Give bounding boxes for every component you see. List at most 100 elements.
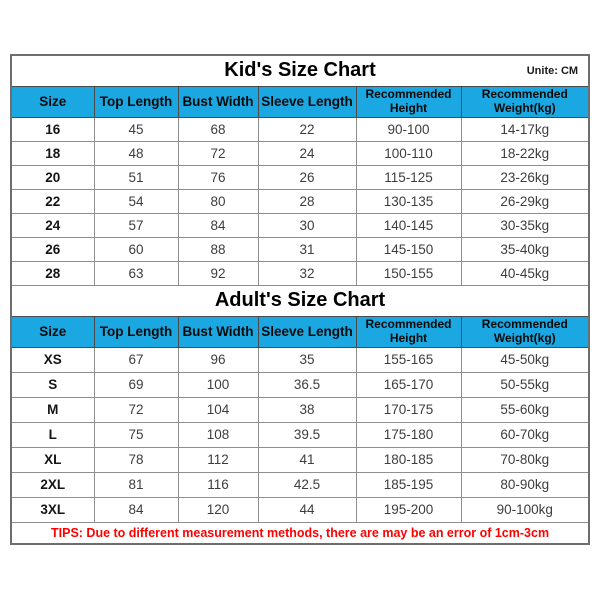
cell-sleeve-length: 41 — [257, 446, 357, 473]
cell-recommended-weight: 80-90kg — [460, 471, 590, 498]
cell-size: 2XL — [10, 471, 95, 498]
cell-size: 18 — [10, 140, 95, 166]
kid-chart-title-row: Kid's Size Chart Unite: CM — [10, 54, 590, 87]
unit-label: Unite: CM — [526, 64, 579, 77]
table-row: 22 54 80 28 130-135 26-29kg — [10, 188, 590, 214]
table-row: L 75 108 39.5 175-180 60-70kg — [10, 421, 590, 448]
cell-recommended-height: 115-125 — [355, 164, 462, 190]
cell-sleeve-length: 42.5 — [257, 471, 357, 498]
cell-bust-width: 116 — [177, 471, 259, 498]
kid-header-row: Size Top Length Bust Width Sleeve Length… — [10, 85, 590, 118]
cell-recommended-weight: 70-80kg — [460, 446, 590, 473]
cell-top-length: 60 — [93, 236, 179, 262]
cell-top-length: 69 — [93, 371, 179, 398]
cell-bust-width: 68 — [177, 116, 259, 142]
cell-bust-width: 84 — [177, 212, 259, 238]
adult-chart-title-cell: Adult's Size Chart — [10, 284, 590, 317]
cell-size: 24 — [10, 212, 95, 238]
cell-bust-width: 108 — [177, 421, 259, 448]
tips-note: TIPS: Due to different measurement metho… — [10, 521, 590, 545]
kid-chart-title-cell: Kid's Size Chart Unite: CM — [10, 54, 590, 87]
table-row: XL 78 112 41 180-185 70-80kg — [10, 446, 590, 473]
table-row: XS 67 96 35 155-165 45-50kg — [10, 346, 590, 373]
cell-top-length: 48 — [93, 140, 179, 166]
cell-top-length: 45 — [93, 116, 179, 142]
cell-recommended-height: 140-145 — [355, 212, 462, 238]
tips-row: TIPS: Due to different measurement metho… — [10, 521, 590, 545]
cell-top-length: 57 — [93, 212, 179, 238]
cell-top-length: 67 — [93, 346, 179, 373]
cell-recommended-height: 185-195 — [355, 471, 462, 498]
header-recommended-weight: Recommended Weight(kg) — [460, 85, 590, 118]
cell-sleeve-length: 35 — [257, 346, 357, 373]
cell-sleeve-length: 26 — [257, 164, 357, 190]
cell-size: XS — [10, 346, 95, 373]
table-row: 2XL 81 116 42.5 185-195 80-90kg — [10, 471, 590, 498]
cell-sleeve-length: 38 — [257, 396, 357, 423]
adult-header-row: Size Top Length Bust Width Sleeve Length… — [10, 315, 590, 348]
header-sleeve-length: Sleeve Length — [257, 315, 357, 348]
cell-sleeve-length: 36.5 — [257, 371, 357, 398]
cell-recommended-height: 145-150 — [355, 236, 462, 262]
cell-top-length: 51 — [93, 164, 179, 190]
adult-chart-title-row: Adult's Size Chart — [10, 284, 590, 317]
header-bust-width: Bust Width — [177, 85, 259, 118]
cell-recommended-weight: 40-45kg — [460, 260, 590, 286]
cell-bust-width: 72 — [177, 140, 259, 166]
cell-recommended-weight: 35-40kg — [460, 236, 590, 262]
cell-recommended-weight: 60-70kg — [460, 421, 590, 448]
cell-bust-width: 120 — [177, 496, 259, 523]
table-row: 16 45 68 22 90-100 14-17kg — [10, 116, 590, 142]
cell-recommended-height: 175-180 — [355, 421, 462, 448]
header-recommended-weight: Recommended Weight(kg) — [460, 315, 590, 348]
cell-bust-width: 112 — [177, 446, 259, 473]
cell-recommended-height: 130-135 — [355, 188, 462, 214]
cell-top-length: 72 — [93, 396, 179, 423]
header-bust-width: Bust Width — [177, 315, 259, 348]
header-top-length: Top Length — [93, 315, 179, 348]
cell-size: 26 — [10, 236, 95, 262]
kid-chart-title: Kid's Size Chart — [224, 59, 376, 82]
cell-bust-width: 76 — [177, 164, 259, 190]
header-size: Size — [10, 315, 95, 348]
cell-top-length: 84 — [93, 496, 179, 523]
cell-sleeve-length: 30 — [257, 212, 357, 238]
header-recommended-height: Recommended Height — [355, 85, 462, 118]
table-row: 26 60 88 31 145-150 35-40kg — [10, 236, 590, 262]
cell-recommended-weight: 26-29kg — [460, 188, 590, 214]
cell-size: 28 — [10, 260, 95, 286]
cell-size: S — [10, 371, 95, 398]
cell-recommended-height: 180-185 — [355, 446, 462, 473]
cell-sleeve-length: 44 — [257, 496, 357, 523]
cell-sleeve-length: 22 — [257, 116, 357, 142]
cell-size: M — [10, 396, 95, 423]
cell-size: 16 — [10, 116, 95, 142]
cell-recommended-weight: 90-100kg — [460, 496, 590, 523]
cell-top-length: 75 — [93, 421, 179, 448]
cell-bust-width: 92 — [177, 260, 259, 286]
cell-top-length: 54 — [93, 188, 179, 214]
cell-recommended-weight: 23-26kg — [460, 164, 590, 190]
table-row: 20 51 76 26 115-125 23-26kg — [10, 164, 590, 190]
cell-recommended-weight: 50-55kg — [460, 371, 590, 398]
cell-top-length: 63 — [93, 260, 179, 286]
cell-recommended-height: 150-155 — [355, 260, 462, 286]
cell-sleeve-length: 31 — [257, 236, 357, 262]
cell-sleeve-length: 39.5 — [257, 421, 357, 448]
adult-chart-title: Adult's Size Chart — [214, 289, 386, 311]
cell-size: 22 — [10, 188, 95, 214]
cell-size: XL — [10, 446, 95, 473]
table-row: M 72 104 38 170-175 55-60kg — [10, 396, 590, 423]
cell-recommended-height: 165-170 — [355, 371, 462, 398]
header-top-length: Top Length — [93, 85, 179, 118]
cell-recommended-weight: 55-60kg — [460, 396, 590, 423]
cell-recommended-height: 155-165 — [355, 346, 462, 373]
cell-recommended-height: 195-200 — [355, 496, 462, 523]
cell-recommended-height: 100-110 — [355, 140, 462, 166]
table-row: 24 57 84 30 140-145 30-35kg — [10, 212, 590, 238]
cell-bust-width: 96 — [177, 346, 259, 373]
size-chart-table: Kid's Size Chart Unite: CM Size Top Leng… — [10, 54, 591, 545]
table-row: 3XL 84 120 44 195-200 90-100kg — [10, 496, 590, 523]
cell-bust-width: 88 — [177, 236, 259, 262]
